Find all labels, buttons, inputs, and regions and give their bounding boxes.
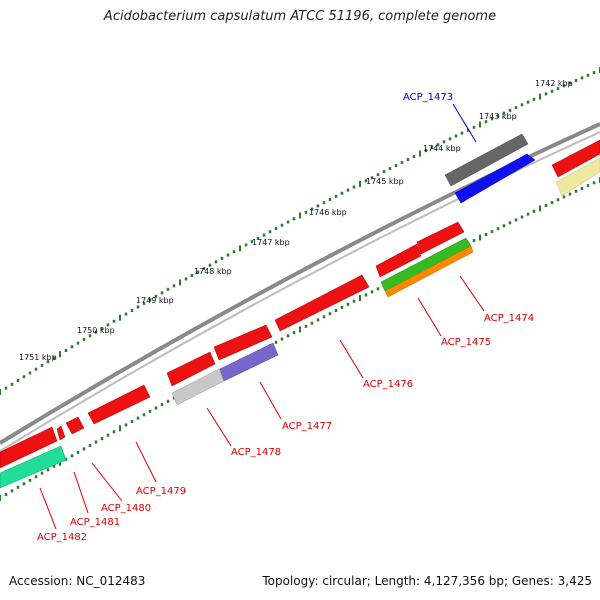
gene-label-acp1473[interactable]: ACP_1473 [403, 92, 453, 103]
callout-lines [39, 103, 485, 530]
gene-arrow-red[interactable] [213, 324, 273, 361]
topology-text: Topology: circular; Length: 4,127,356 bp… [262, 574, 592, 588]
callout-line-acp1474 [459, 275, 485, 312]
gene-arrow-blue[interactable] [454, 153, 536, 204]
kbp-label: 1746 kbp [309, 208, 347, 217]
callout-line-acp1481 [73, 471, 89, 514]
gene-label-acp1479[interactable]: ACP_1479 [136, 486, 186, 497]
gene-arrow-red-small[interactable] [65, 416, 85, 435]
gene-arrow-purple[interactable] [219, 342, 279, 382]
callout-line-acp1473 [452, 103, 477, 143]
kbp-label: 1749 kbp [136, 296, 174, 305]
gene-arrow-paleyellow[interactable] [555, 157, 600, 197]
callout-line-acp1479 [135, 441, 157, 483]
gene-features [0, 133, 600, 489]
gene-arrow-red-long[interactable] [274, 274, 370, 332]
callout-line-acp1478 [206, 407, 232, 447]
gene-label-acp1480[interactable]: ACP_1480 [101, 503, 151, 514]
callout-line-acp1477 [259, 381, 282, 420]
gene-arrow-red-edge[interactable] [551, 139, 600, 178]
gene-label-acp1475[interactable]: ACP_1475 [441, 337, 491, 348]
gene-label-acp1476[interactable]: ACP_1476 [363, 379, 413, 390]
callout-line-acp1482 [39, 487, 57, 530]
kbp-label: 1742 kbp [535, 79, 573, 88]
outer-tick-track [0, 67, 600, 395]
gene-arrow-red[interactable] [0, 426, 58, 469]
gene-label-acp1481[interactable]: ACP_1481 [70, 517, 120, 528]
callout-line-acp1480 [91, 462, 123, 502]
gene-arrow-red[interactable] [166, 351, 216, 387]
kbp-label: 1745 kbp [366, 177, 404, 186]
backbone-inner [0, 131, 600, 452]
kbp-label: 1751 kbp [19, 353, 57, 362]
gene-arrow-orange[interactable] [384, 245, 474, 298]
page-title: Acidobacterium capsulatum ATCC 51196, co… [103, 9, 497, 24]
gene-arrow-lightgray[interactable] [171, 368, 225, 406]
gene-label-acp1477[interactable]: ACP_1477 [282, 421, 332, 432]
accession-text: Accession: NC_012483 [9, 574, 146, 588]
gene-arrow-red[interactable] [87, 384, 151, 425]
kbp-label: 1747 kbp [252, 238, 290, 247]
kbp-label: 1748 kbp [194, 267, 232, 276]
callout-line-acp1476 [339, 339, 364, 379]
gene-label-acp1478[interactable]: ACP_1478 [231, 447, 281, 458]
callout-line-acp1475 [417, 297, 442, 337]
gene-label-acp1474[interactable]: ACP_1474 [484, 313, 534, 324]
gene-arrow-gray[interactable] [444, 133, 529, 187]
gene-arrow-teal[interactable] [0, 445, 67, 489]
gene-arrow-red-tiny[interactable] [56, 425, 66, 441]
kbp-label: 1743 kbp [479, 112, 517, 121]
gene-arrow-red[interactable] [416, 221, 465, 255]
kbp-label: 1750 kbp [77, 326, 115, 335]
inner-tick-track [0, 177, 600, 501]
gene-label-acp1482[interactable]: ACP_1482 [37, 532, 87, 543]
gene-arrow-red[interactable] [375, 243, 422, 278]
kbp-label: 1744 kbp [423, 144, 461, 153]
